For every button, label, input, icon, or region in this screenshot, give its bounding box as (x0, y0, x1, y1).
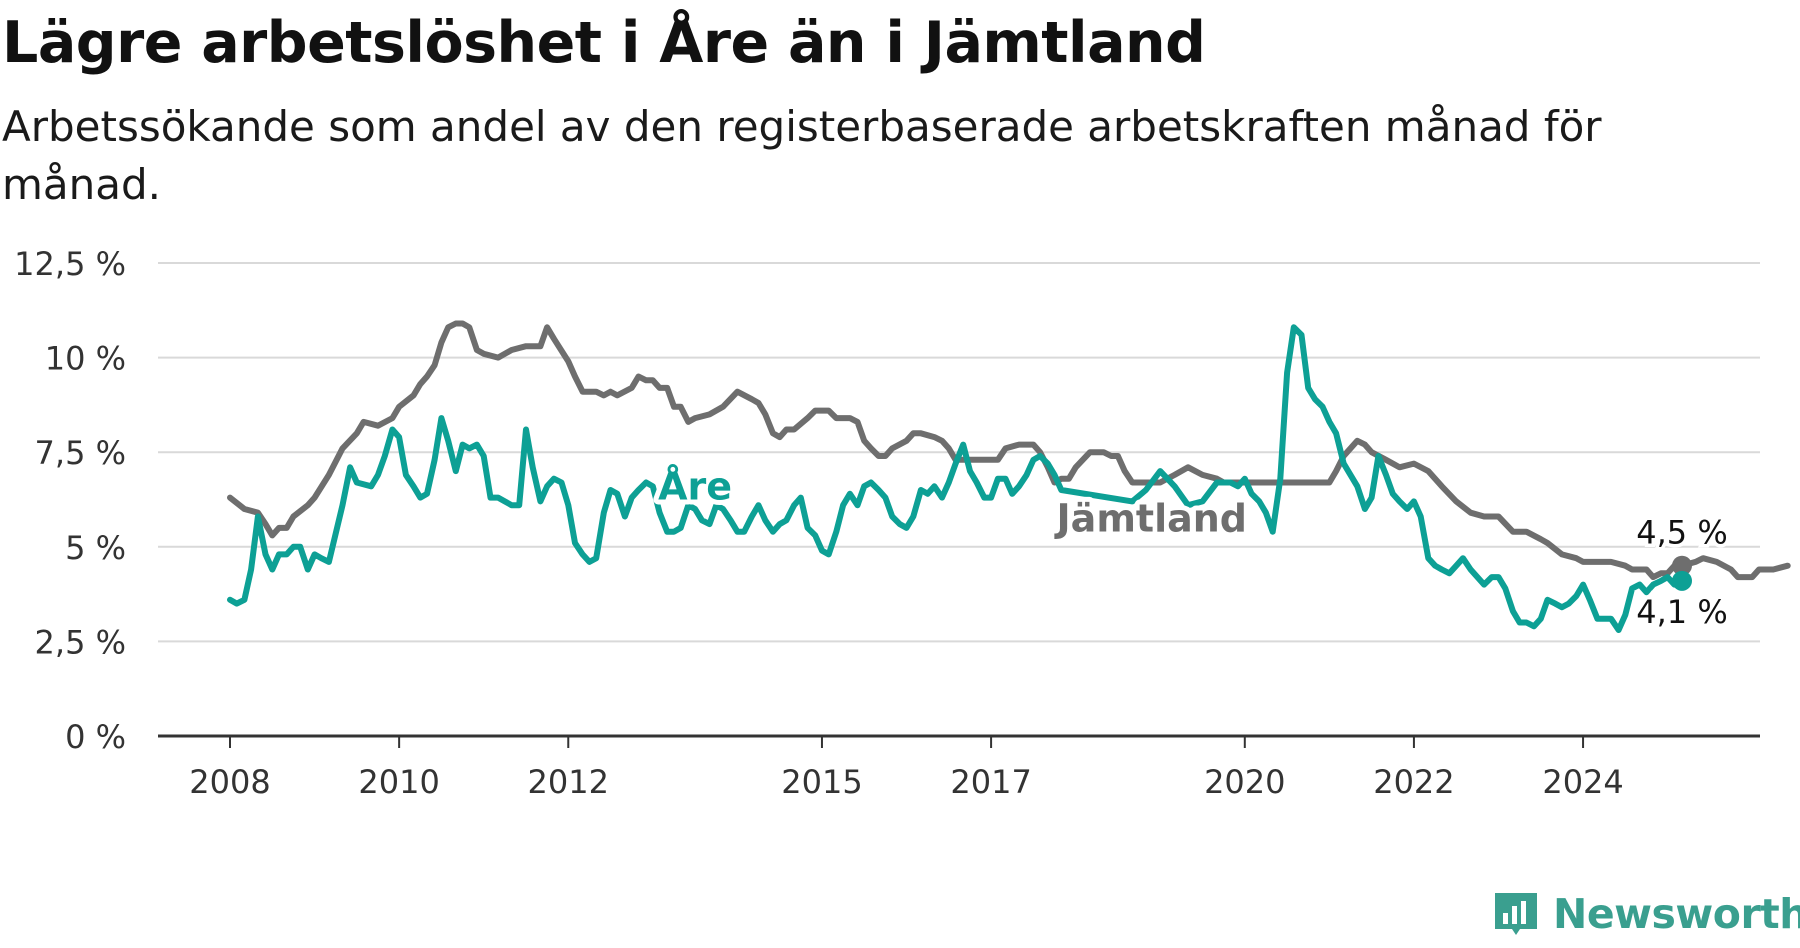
y-tick-label: 5 % (65, 529, 126, 567)
y-tick-label: 12,5 % (14, 245, 126, 283)
end-marker-jamtland (1672, 555, 1692, 576)
y-tick-label: 7,5 % (35, 434, 126, 472)
y-tick-label: 2,5 % (35, 623, 126, 661)
brand-name: Newsworthy (1553, 890, 1800, 938)
y-tick-label: 0 % (65, 718, 126, 756)
x-tick-label: 2015 (781, 763, 862, 801)
y-axis-tick-labels: 0 % 2,5 % 5 % 7,5 % 10 % 12,5 % (14, 245, 126, 756)
series-lines (227, 320, 1791, 633)
x-tick-label: 2017 (950, 763, 1031, 801)
series-labels: Åre Jämtland 4,5 % 4,1 % (653, 460, 1731, 635)
series-line-are (227, 324, 1685, 633)
newsworthy-logo: Newsworthy (1491, 884, 1800, 944)
x-tick-label: 2008 (189, 763, 270, 801)
x-tick-label: 2020 (1204, 763, 1285, 801)
x-tick-label: 2010 (358, 763, 439, 801)
newsworthy-logo-icon (1495, 893, 1537, 935)
series-label-jamtland: Jämtland (1054, 497, 1247, 541)
gridlines (158, 262, 1760, 643)
series-label-are: Åre (658, 465, 732, 509)
x-axis-ticks: 2008 2010 2012 2015 2017 2020 2022 2024 (189, 736, 1624, 801)
end-label-are: 4,1 % (1636, 593, 1727, 631)
x-tick-label: 2012 (528, 763, 609, 801)
y-tick-label: 10 % (45, 340, 126, 378)
page-subtitle: Arbetssökande som andel av den registerb… (2, 102, 1602, 209)
x-tick-label: 2024 (1542, 763, 1623, 801)
x-tick-label: 2022 (1373, 763, 1454, 801)
end-marker-are (1672, 570, 1692, 591)
page-title: Lägre arbetslöshet i Åre än i Jämtland (2, 10, 1206, 76)
series-line-jamtland (227, 320, 1791, 581)
end-label-jamtland: 4,5 % (1636, 514, 1727, 552)
